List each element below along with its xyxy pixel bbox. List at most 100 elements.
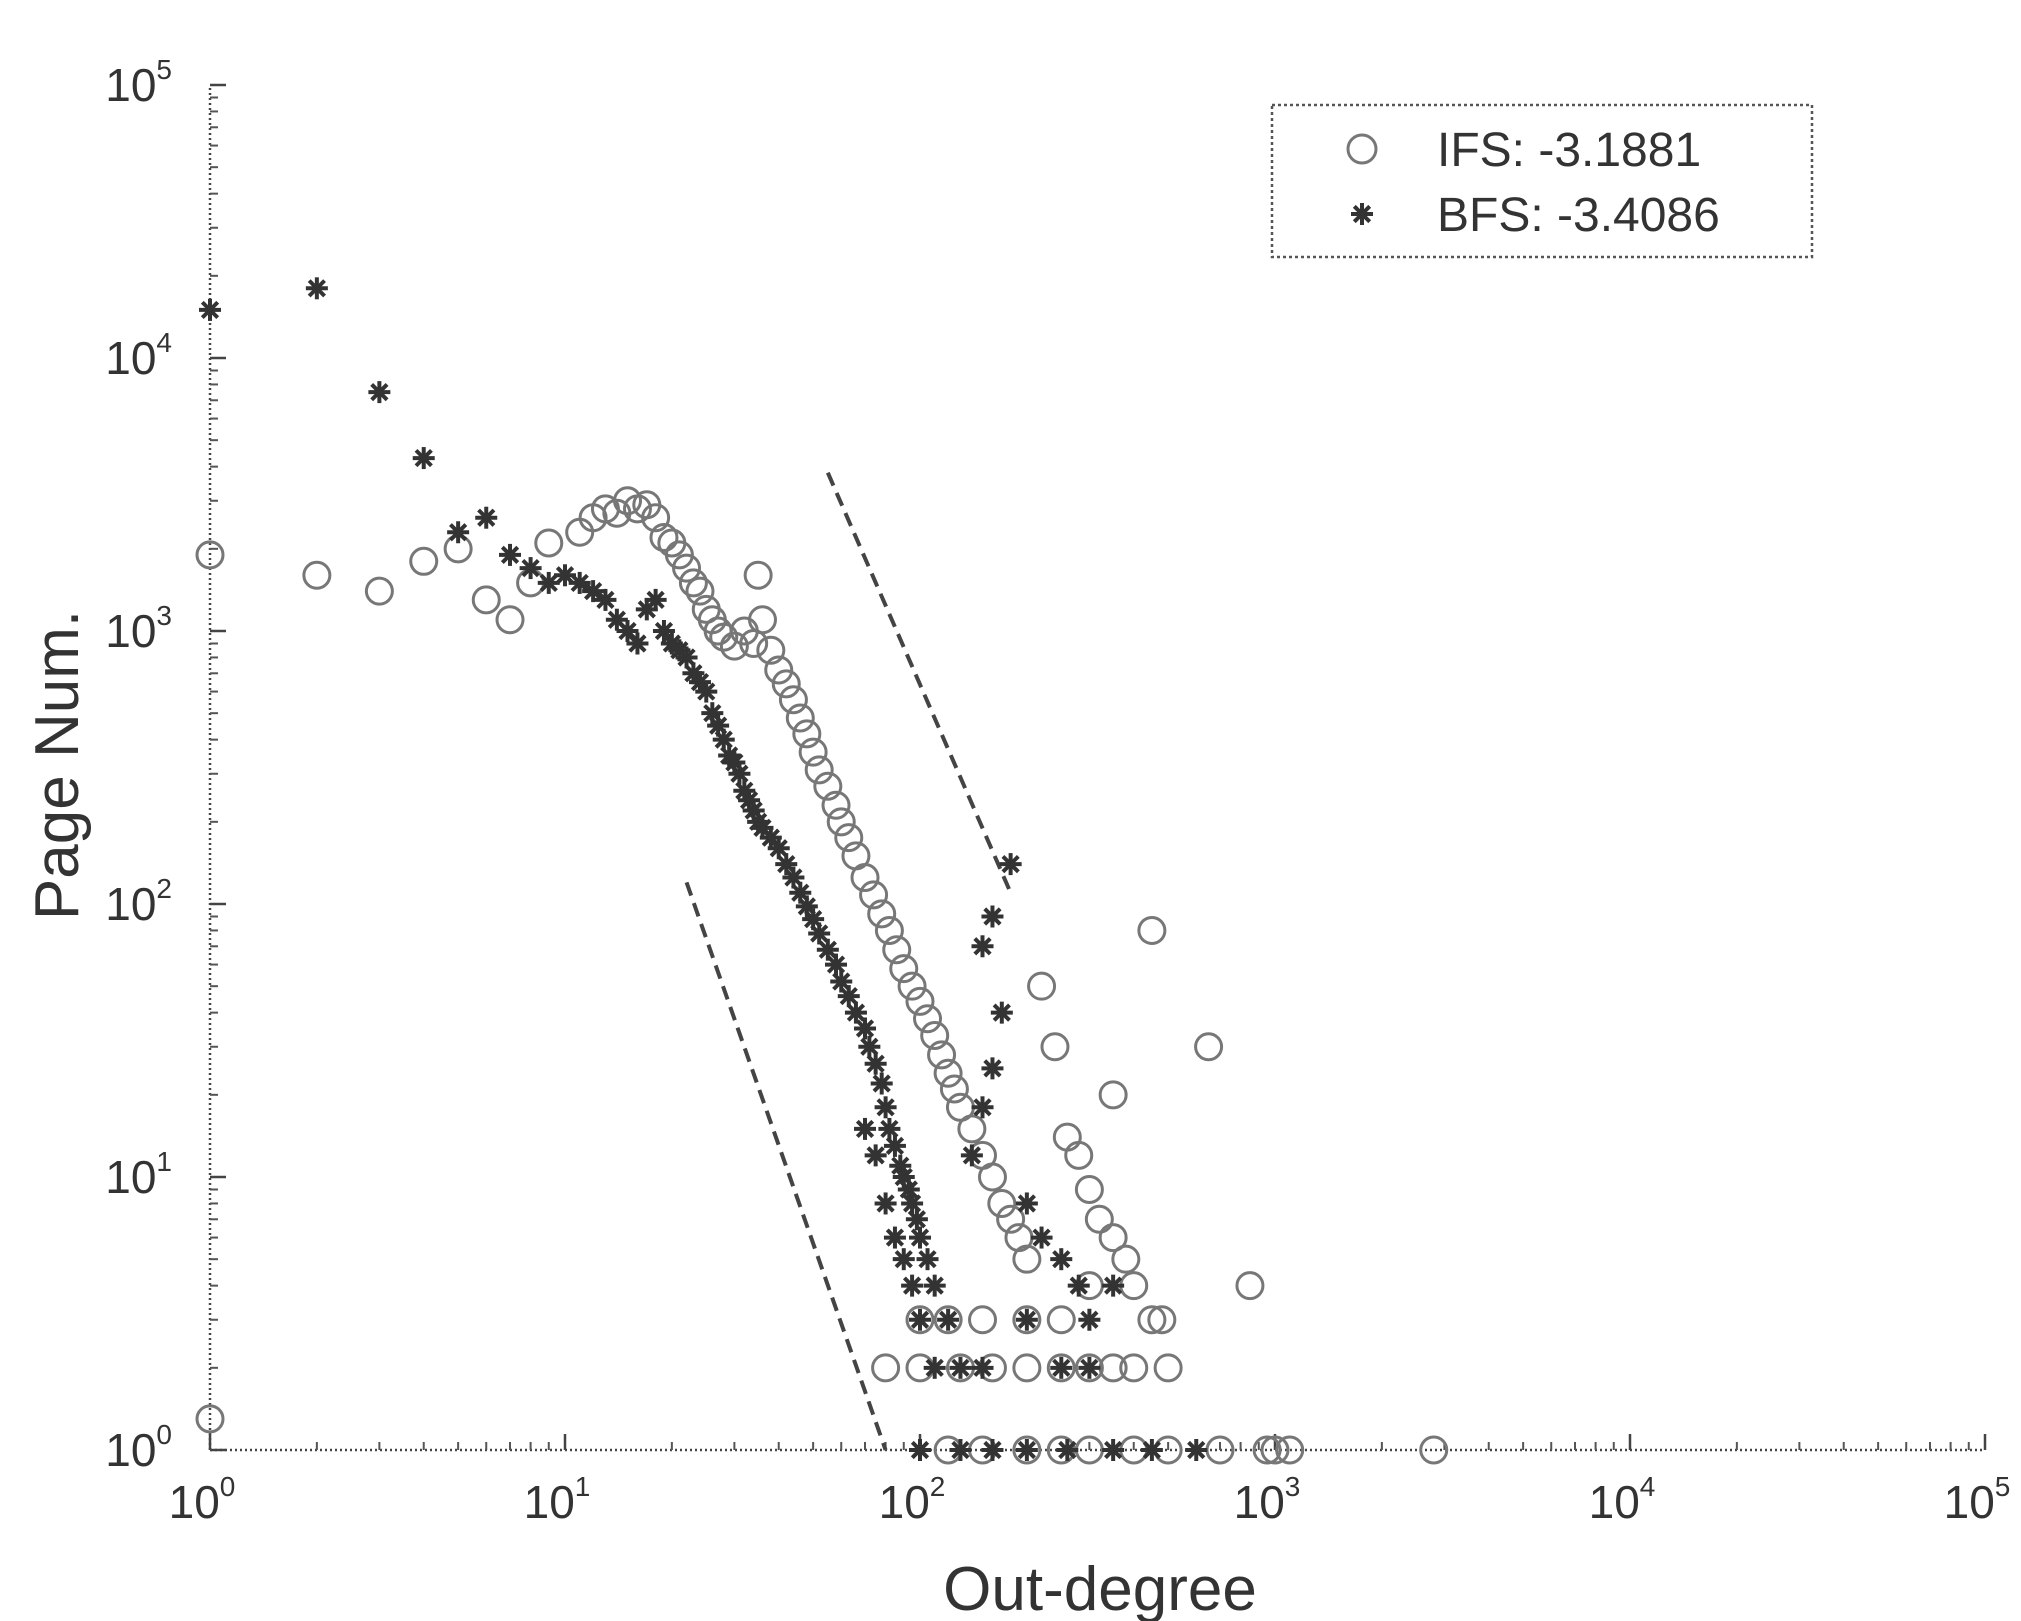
ifs-point [1153,1353,1183,1383]
bfs-point [1050,1356,1073,1379]
y-axis-title: Page Num. [23,610,92,920]
fit-line-1 [684,881,888,1451]
bfs-point [990,1001,1013,1024]
bfs-point [883,1226,906,1249]
ifs-point [709,622,739,652]
ifs-point [1275,1435,1305,1465]
ifs-point [649,523,679,553]
bfs-point [864,1052,887,1075]
ifs-point [996,1204,1026,1234]
bfs-point [923,1274,946,1297]
ifs-point [195,1404,225,1434]
bfs-point [1015,1308,1038,1331]
ifs-point [685,576,715,606]
ifs-point [1111,1244,1141,1274]
ifs-point [1137,915,1167,945]
ifs-point [1119,1353,1149,1383]
ifs-point [977,1162,1007,1192]
bfs-point [874,1192,897,1215]
ifs-point [747,605,777,635]
ifs-point [1235,1271,1265,1301]
ifs-point [1147,1305,1177,1335]
ifs-point [785,703,815,733]
ifs-point [1046,1353,1076,1383]
bfs-point [447,521,470,544]
ifs-point [1064,1140,1094,1170]
fit-lines [684,471,1013,1451]
ifs-point [897,971,927,1001]
bfs-point [858,1035,881,1058]
bfs-point [519,557,542,580]
x-tick-label: 102 [879,1471,946,1528]
legend-label-bfs: BFS: -3.4086 [1437,189,1720,242]
ifs-point [764,655,794,685]
bfs-point [844,1001,867,1024]
ifs-point [889,954,919,984]
ifs-point [867,899,897,929]
y-tick-label: 104 [105,327,172,384]
ifs-point [1098,1223,1128,1253]
bfs-point [923,1356,946,1379]
ifs-point [1012,1435,1042,1465]
bfs-point [981,1439,1004,1461]
bfs-point [626,632,649,655]
bfs-point [999,853,1022,876]
ifs-point [302,560,332,590]
y-tick-label: 105 [105,54,172,111]
bfs-point [909,1439,931,1461]
ifs-point [1419,1435,1449,1465]
ifs-point [641,503,671,533]
ifs-point [882,935,912,965]
bfs-point [594,588,617,611]
bfs-point [909,1308,931,1331]
bfs-point [971,1356,994,1379]
ifs-point [804,755,834,785]
ifs-point [933,1058,963,1088]
bfs-point [1078,1356,1101,1379]
x-tick-label: 104 [1589,1471,1656,1528]
x-tick-label: 101 [524,1471,591,1528]
bfs-point [837,985,860,1008]
bfs-point [854,1017,877,1040]
bfs-point [368,381,391,404]
bfs-point [971,935,994,958]
bfs-point [854,1117,877,1140]
bfs-point [1185,1439,1208,1461]
bfs-point [916,1248,939,1271]
y-tick-label: 100 [105,1419,172,1476]
bfs-point [1102,1439,1125,1461]
ifs-point [859,880,889,910]
ifs-point [1252,1435,1282,1465]
bfs-point [582,580,605,603]
bfs-point [825,953,848,976]
ifs-point [1098,1080,1128,1110]
data-series [195,277,1449,1465]
bfs-point [1015,1439,1038,1461]
ifs-point [471,585,501,615]
bfs-point [864,1144,887,1167]
ifs-point [968,1305,998,1335]
ifs-point [987,1188,1017,1218]
bfs-point [905,1208,928,1231]
series-bfs [199,277,1208,1461]
ifs-point [1137,1305,1167,1335]
ifs-point [771,669,801,699]
ifs-point [672,553,702,583]
ifs-point [920,1020,950,1050]
bfs-point [808,922,831,945]
ifs-point [1012,1244,1042,1274]
bfs-point [937,1308,960,1331]
x-tick-label: 103 [1234,1471,1301,1528]
ifs-point [850,863,880,893]
bfs-point [901,1192,924,1215]
bfs-point [901,1274,924,1297]
ifs-point [778,685,808,715]
bfs-point [883,1134,906,1157]
ifs-point [534,528,564,558]
ifs-point [798,737,828,767]
ifs-point [1027,971,1057,1001]
bfs-point [537,571,560,594]
bfs-point [981,905,1004,928]
bfs-point [874,1096,897,1119]
